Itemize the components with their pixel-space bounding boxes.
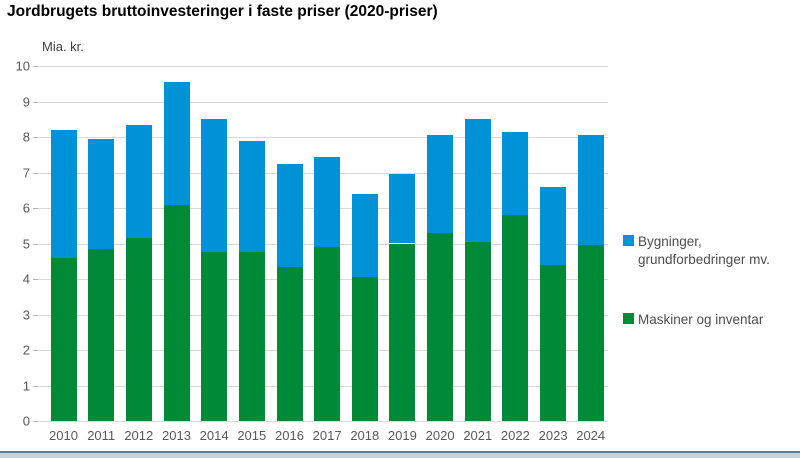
legend-label-line1: Maskiner og inventar (638, 312, 764, 327)
y-axis-tick-label: 1 (22, 378, 30, 393)
bar-segment-bygninger (125, 124, 152, 239)
bar-segment-maskiner (163, 204, 190, 421)
bar-segment-maskiner (502, 215, 529, 421)
x-axis-tick-label: 2019 (387, 428, 417, 443)
legend-item-bygninger: Bygninger, grundforbedringer mv. (623, 233, 770, 269)
legend-swatch-green-icon (623, 313, 634, 324)
legend-label-maskiner: Maskiner og inventar (638, 311, 763, 329)
bar-segment-maskiner (389, 243, 416, 421)
bar-segment-maskiner (125, 238, 152, 421)
gridline (38, 66, 608, 67)
gridline (38, 421, 608, 422)
bar-segment-bygninger (88, 138, 115, 249)
y-axis-tick (33, 208, 38, 209)
y-axis-tick (33, 243, 38, 245)
bar-segment-maskiner (314, 247, 341, 421)
bar-segment-bygninger (276, 163, 303, 267)
legend-item-maskiner: Maskiner og inventar (623, 311, 763, 329)
bar-segment-bygninger (351, 193, 378, 278)
y-axis-tick (33, 101, 38, 103)
x-axis-tick-label: 2010 (49, 428, 78, 443)
bar-segment-bygninger (464, 119, 491, 242)
y-axis-tick (33, 172, 38, 174)
bar-segment-maskiner (88, 248, 115, 421)
y-axis-tick-label: 6 (22, 200, 30, 216)
x-axis-tick-label: 2017 (312, 428, 342, 443)
chart-title: Jordbrugets bruttoinvesteringer i faste … (7, 3, 438, 20)
bar-segment-bygninger (389, 174, 416, 244)
bar-segment-maskiner (540, 264, 567, 421)
x-axis-tick-label: 2020 (425, 428, 455, 443)
bar-segment-maskiner (427, 232, 454, 421)
bar-segment-bygninger (163, 82, 190, 205)
y-axis-tick-label: 8 (22, 129, 30, 145)
y-axis-tick (33, 314, 38, 316)
y-axis-unit-label: Mia. kr. (42, 39, 84, 54)
bar-segment-bygninger (427, 135, 454, 233)
bar-segment-bygninger (502, 131, 529, 216)
legend-label-line2: grundforbedringer mv. (638, 251, 770, 267)
x-axis-tick-label: 2012 (124, 428, 154, 443)
x-axis-tick-label: 2023 (538, 428, 568, 443)
legend-label-line1: Bygninger, (638, 234, 702, 249)
y-axis-tick-label: 0 (22, 413, 30, 429)
y-axis-tick (33, 350, 38, 351)
y-axis-tick (33, 66, 38, 67)
bar-segment-maskiner (50, 257, 77, 421)
y-axis-tick-label: 9 (22, 94, 30, 109)
y-axis-tick-label: 7 (22, 165, 30, 180)
bar-segment-bygninger (540, 186, 567, 265)
bar-segment-bygninger (577, 135, 604, 246)
y-axis-tick (33, 279, 38, 280)
y-axis-tick-label: 3 (22, 307, 30, 322)
footer-rule-light (0, 453, 800, 458)
x-axis-tick-label: 2021 (463, 428, 493, 443)
y-axis-tick (33, 421, 38, 422)
x-axis-tick-label: 2015 (237, 428, 267, 443)
footer-rule-dark (0, 451, 800, 453)
x-axis-tick-label: 2018 (350, 428, 380, 443)
bar-segment-maskiner (577, 245, 604, 421)
legend-label-bygninger: Bygninger, grundforbedringer mv. (638, 233, 770, 269)
bar-segment-bygninger (238, 140, 265, 253)
bar-segment-maskiner (464, 241, 491, 421)
bar-segment-maskiner (276, 266, 303, 421)
x-axis-tick-label: 2011 (87, 428, 116, 443)
bar-segment-bygninger (201, 119, 228, 253)
y-axis-tick (33, 385, 38, 387)
bar-segment-maskiner (238, 252, 265, 421)
gridline (38, 137, 608, 138)
x-axis-tick-label: 2013 (162, 428, 191, 443)
y-axis-tick-label: 5 (22, 236, 30, 251)
bar-segment-maskiner (201, 252, 228, 421)
bar-segment-bygninger (50, 129, 77, 258)
y-axis-tick (33, 137, 38, 138)
x-axis-tick-label: 2024 (576, 428, 606, 443)
legend-swatch-blue-icon (623, 235, 634, 246)
y-axis-tick-label: 10 (15, 58, 30, 74)
x-axis-tick-label: 2022 (500, 428, 530, 443)
x-axis-tick-label: 2014 (199, 428, 229, 443)
y-axis-tick-label: 2 (22, 342, 30, 358)
x-axis-tick-label: 2016 (275, 428, 304, 443)
y-axis-tick-label: 4 (22, 271, 30, 287)
bar-segment-bygninger (314, 156, 341, 247)
gridline (38, 101, 608, 103)
bar-segment-maskiner (351, 277, 378, 421)
